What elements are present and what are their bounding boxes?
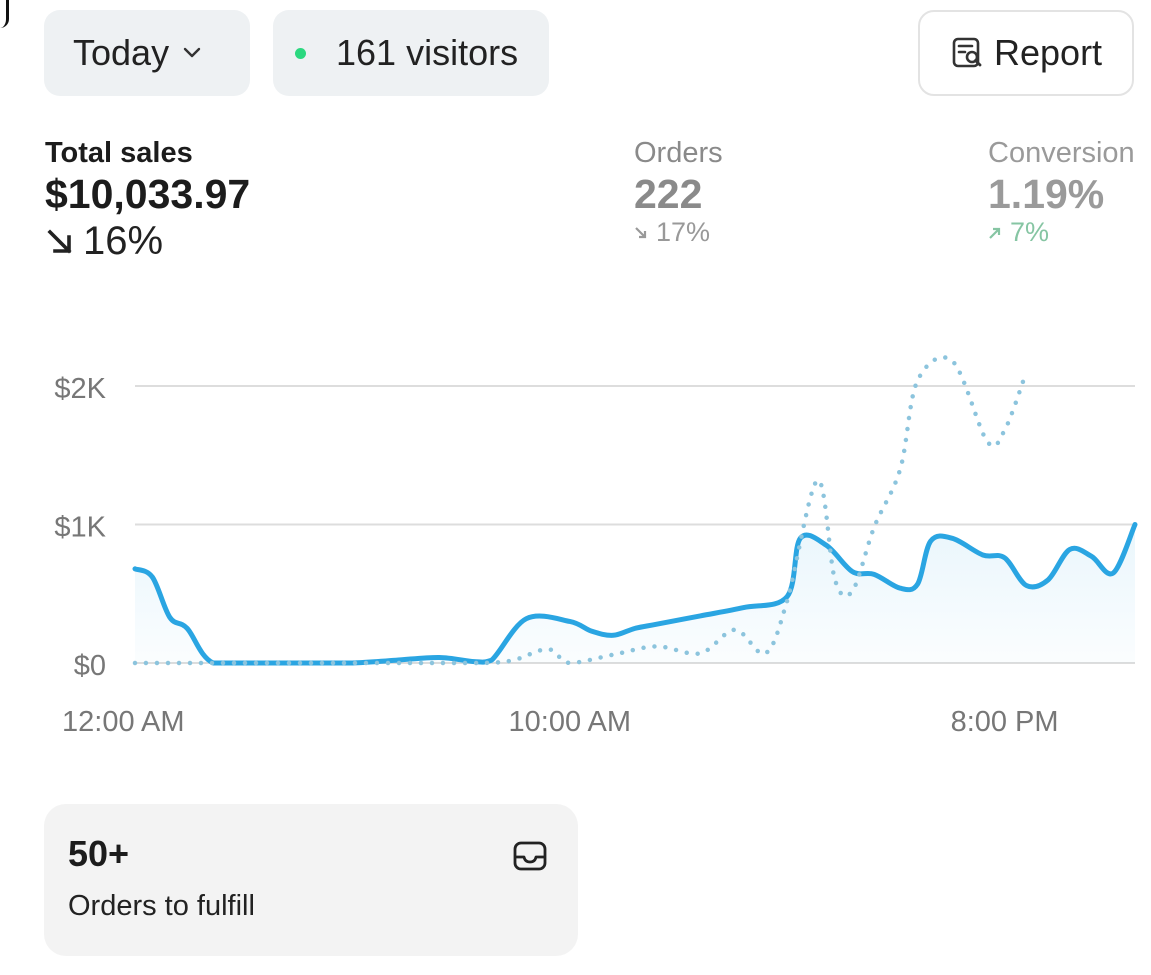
metric-orders[interactable]: Orders 222 17% (634, 135, 723, 248)
date-range-label: Today (73, 32, 170, 73)
x-tick-label: 10:00 AM (509, 706, 632, 738)
metric-delta: 7% (988, 217, 1135, 248)
arrow-down-right-icon (45, 227, 75, 257)
report-label: Report (994, 32, 1103, 73)
metric-delta-value: 7% (1010, 217, 1050, 247)
series-line-comparison[interactable] (132, 355, 1029, 666)
arrow-up-right-icon (988, 226, 1002, 240)
fulfill-label: Orders to fulfill (68, 890, 255, 922)
inbox-icon (512, 840, 548, 872)
metric-total-sales[interactable]: Total sales $10,033.97 16% (45, 135, 250, 264)
y-tick-label: $0 (74, 650, 106, 682)
metric-label: Orders (634, 137, 723, 169)
sales-chart[interactable]: $0 $1K $2K 12:00 AM 10:00 AM 8:00 PM (0, 350, 1151, 750)
visitors-count: 161 visitors (336, 32, 519, 73)
report-search-icon (950, 36, 986, 70)
metric-conversion[interactable]: Conversion 1.19% 7% (988, 135, 1135, 248)
metric-delta-value: 17% (656, 217, 711, 247)
live-visitors-badge[interactable]: 161 visitors (273, 10, 549, 96)
x-tick-label: 8:00 PM (951, 706, 1059, 738)
date-range-selector[interactable]: Today (44, 10, 250, 96)
report-button[interactable]: Report (918, 10, 1134, 96)
metric-delta: 17% (634, 217, 723, 248)
metric-label: Total sales (45, 137, 193, 169)
metric-value: 222 (634, 171, 703, 217)
arrow-down-right-icon (634, 226, 648, 240)
metric-delta-value: 16% (83, 219, 164, 263)
y-tick-label: $2K (54, 373, 106, 405)
x-tick-label: 12:00 AM (62, 706, 185, 738)
series-area (135, 524, 1135, 663)
orders-to-fulfill-card[interactable]: 50+ Orders to fulfill (44, 804, 578, 956)
y-tick-label: $1K (54, 512, 106, 544)
fulfill-count: 50+ (68, 833, 130, 874)
metric-value: $10,033.97 (45, 171, 251, 217)
live-dot-icon (295, 47, 306, 59)
metric-delta: 16% (45, 219, 250, 264)
corner-edge (0, 0, 9, 28)
chevron-down-icon (183, 47, 201, 59)
metric-value: 1.19% (988, 171, 1105, 217)
metric-label: Conversion (988, 137, 1135, 169)
